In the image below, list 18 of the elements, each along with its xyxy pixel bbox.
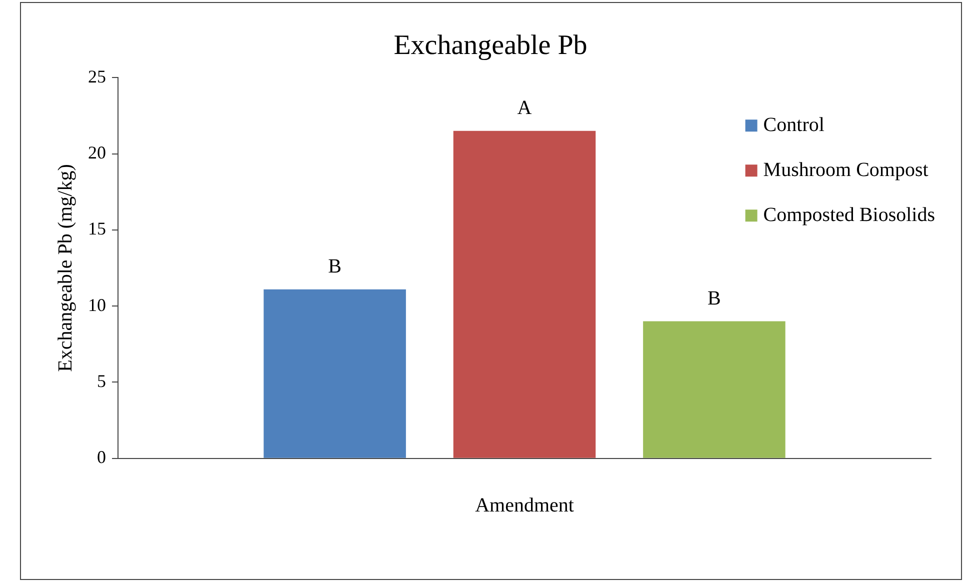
y-axis-title: Exchangeable Pb (mg/kg)	[54, 164, 76, 372]
y-tick-label: 20	[88, 142, 106, 162]
data-label: B	[708, 288, 721, 310]
y-tick-label: 5	[97, 370, 106, 391]
chart-title: Exchangeable Pb	[394, 30, 588, 62]
bar	[453, 130, 596, 458]
data-label: B	[328, 256, 342, 278]
legend-label: Composted Biosolids	[763, 204, 936, 226]
y-tick-label: 15	[88, 218, 106, 239]
y-tick-label: 10	[88, 294, 106, 315]
bar	[643, 321, 786, 458]
y-tick-label: 25	[88, 66, 106, 86]
data-label: A	[517, 97, 532, 120]
x-axis-title: Amendment	[475, 494, 574, 516]
y-tick-label: 0	[97, 447, 106, 468]
legend-label: Control	[763, 114, 825, 136]
bar	[264, 289, 406, 458]
legend-label: Mushroom Compost	[763, 158, 929, 181]
